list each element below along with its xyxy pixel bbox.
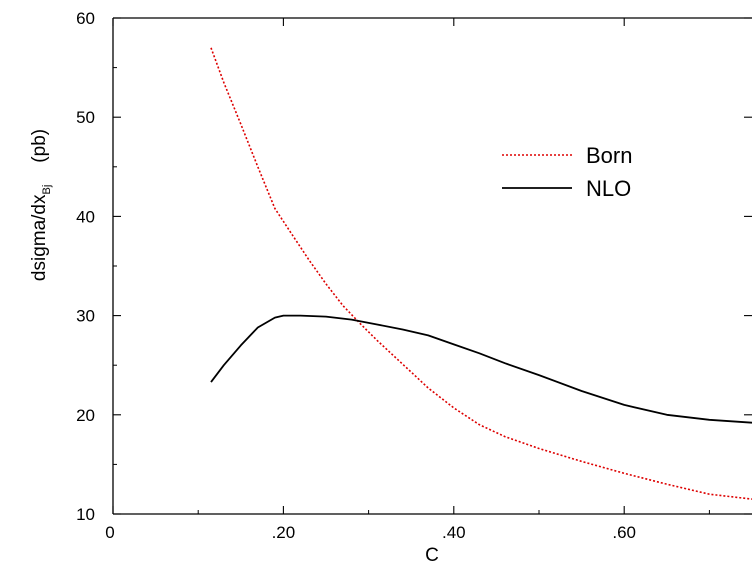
x-tick-label: .20 [272,523,296,542]
axis-labels: C dsigma/dxBj (pb) [29,129,439,566]
series-layer [210,47,752,500]
y-tick-label: 60 [76,9,95,28]
y-tick-label: 10 [76,505,95,524]
y-tick-label: 40 [76,207,95,226]
y-axis-title-main: dsigma/dx [29,194,50,281]
y-tick-label: 30 [76,307,95,326]
ticks-layer: 10 20 30 40 50 60 0 .20 .40 .60 [76,9,752,542]
y-axis-title-unit: (pb) [29,129,50,163]
legend: Born NLO [502,143,632,201]
legend-label-nlo: NLO [586,176,631,201]
axes-layer [112,17,752,515]
y-tick-label: 50 [76,108,95,127]
x-tick-label: .60 [612,523,636,542]
x-axis-title: C [425,545,439,566]
x-tick-label: .40 [442,523,466,542]
series-line-born [210,47,752,500]
series-line-nlo [210,314,752,424]
y-tick-label: 20 [76,406,95,425]
legend-label-born: Born [586,143,632,168]
y-axis-title: dsigma/dxBj (pb) [29,129,53,281]
x-tick-label: 0 [105,523,114,542]
y-axis-title-subscript: Bj [41,185,53,195]
